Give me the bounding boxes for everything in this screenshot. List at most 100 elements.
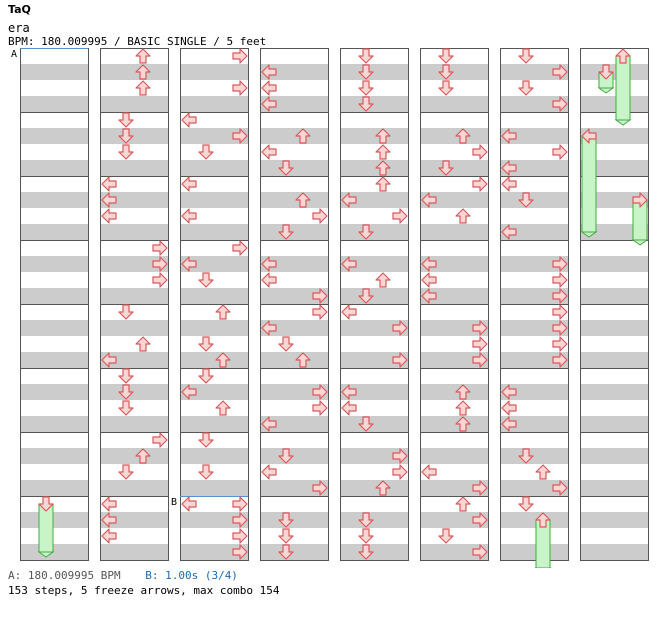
down-arrow-icon xyxy=(278,544,294,560)
stripe xyxy=(180,480,248,496)
right-arrow-icon xyxy=(552,272,568,288)
down-arrow-icon xyxy=(118,400,134,416)
stripe xyxy=(500,192,568,208)
stripe xyxy=(180,256,248,272)
left-arrow-icon xyxy=(101,176,117,192)
stripe xyxy=(340,96,408,112)
stripe xyxy=(260,512,328,528)
stripe xyxy=(580,512,648,528)
stripe xyxy=(260,128,328,144)
stripe xyxy=(100,192,168,208)
right-arrow-icon xyxy=(552,304,568,320)
stripe xyxy=(260,448,328,464)
up-arrow-icon xyxy=(375,128,391,144)
stripe xyxy=(420,480,488,496)
stripe xyxy=(100,160,168,176)
down-arrow-icon xyxy=(438,160,454,176)
right-arrow-icon xyxy=(392,448,408,464)
measure-box xyxy=(260,496,329,561)
stripe xyxy=(100,96,168,112)
stripe xyxy=(20,96,88,112)
down-arrow-icon xyxy=(278,512,294,528)
right-arrow-icon xyxy=(232,128,248,144)
down-arrow-icon xyxy=(198,336,214,352)
chart-column xyxy=(500,48,569,561)
stripe xyxy=(340,320,408,336)
up-arrow-icon xyxy=(375,144,391,160)
stripe xyxy=(420,320,488,336)
stripe xyxy=(420,288,488,304)
left-arrow-icon xyxy=(181,496,197,512)
down-arrow-icon xyxy=(358,288,374,304)
left-arrow-icon xyxy=(261,96,277,112)
freeze-arrow-tail xyxy=(580,231,598,238)
left-arrow-icon xyxy=(501,384,517,400)
stripe xyxy=(500,64,568,80)
stripe xyxy=(180,448,248,464)
right-arrow-icon xyxy=(472,320,488,336)
stripe xyxy=(100,288,168,304)
down-arrow-icon xyxy=(358,528,374,544)
right-arrow-icon xyxy=(552,96,568,112)
left-arrow-icon xyxy=(261,272,277,288)
right-arrow-icon xyxy=(552,480,568,496)
down-arrow-icon xyxy=(358,224,374,240)
up-arrow-icon xyxy=(135,64,151,80)
right-arrow-icon xyxy=(312,288,328,304)
stripe xyxy=(100,352,168,368)
up-arrow-icon xyxy=(535,512,551,528)
down-arrow-icon xyxy=(198,368,214,384)
stripe xyxy=(100,480,168,496)
stripe xyxy=(500,128,568,144)
stripe xyxy=(180,128,248,144)
stripe xyxy=(340,64,408,80)
left-arrow-icon xyxy=(261,256,277,272)
up-arrow-icon xyxy=(135,48,151,64)
stripe xyxy=(260,96,328,112)
right-arrow-icon xyxy=(392,352,408,368)
down-arrow-icon xyxy=(198,144,214,160)
bpm-marker-label: A xyxy=(11,49,17,60)
stripe xyxy=(420,416,488,432)
song-title: era xyxy=(8,21,30,35)
stripe xyxy=(580,448,648,464)
down-arrow-icon xyxy=(358,96,374,112)
stripe xyxy=(420,64,488,80)
left-arrow-icon xyxy=(341,384,357,400)
stripe xyxy=(20,352,88,368)
down-arrow-icon xyxy=(198,272,214,288)
down-arrow-icon xyxy=(518,448,534,464)
stop-legend: B: 1.00s (3/4) xyxy=(145,569,238,582)
right-arrow-icon xyxy=(472,512,488,528)
left-arrow-icon xyxy=(421,256,437,272)
stripe xyxy=(420,512,488,528)
right-arrow-icon xyxy=(312,304,328,320)
stripe xyxy=(500,160,568,176)
stripe xyxy=(20,288,88,304)
up-arrow-icon xyxy=(455,400,471,416)
up-arrow-icon xyxy=(295,128,311,144)
stripe xyxy=(420,160,488,176)
right-arrow-icon xyxy=(632,192,648,208)
down-arrow-icon xyxy=(518,80,534,96)
stripe xyxy=(100,544,168,560)
stripe xyxy=(100,512,168,528)
right-arrow-icon xyxy=(232,544,248,560)
stripe xyxy=(260,352,328,368)
right-arrow-icon xyxy=(232,512,248,528)
freeze-arrow-tail xyxy=(614,119,632,126)
left-arrow-icon xyxy=(101,512,117,528)
left-arrow-icon xyxy=(181,384,197,400)
stripe xyxy=(260,384,328,400)
up-arrow-icon xyxy=(375,176,391,192)
right-arrow-icon xyxy=(392,464,408,480)
up-arrow-icon xyxy=(295,192,311,208)
stripe xyxy=(180,352,248,368)
chart-column xyxy=(340,48,409,561)
right-arrow-icon xyxy=(152,272,168,288)
left-arrow-icon xyxy=(421,288,437,304)
left-arrow-icon xyxy=(261,144,277,160)
stripe xyxy=(260,160,328,176)
stripe xyxy=(100,320,168,336)
stripe xyxy=(180,96,248,112)
